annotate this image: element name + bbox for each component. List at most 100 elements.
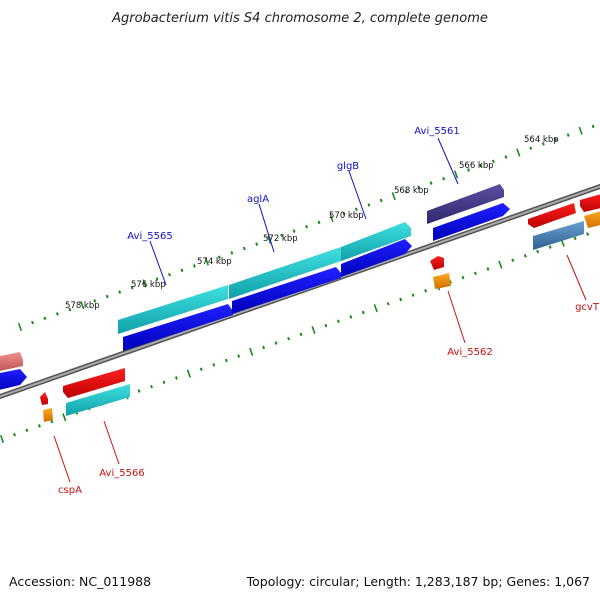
minor-tick xyxy=(280,233,284,238)
gene-avi-5565[interactable] xyxy=(118,285,228,334)
major-tick xyxy=(249,347,254,356)
gene-label-avi-5565[interactable]: Avi_5565 xyxy=(127,231,172,242)
major-tick xyxy=(62,413,67,422)
cds-avi-5561[interactable] xyxy=(433,203,510,241)
major-tick xyxy=(17,322,23,332)
gene-glgb[interactable] xyxy=(341,222,411,261)
minor-tick xyxy=(274,341,278,345)
minor-tick xyxy=(473,271,477,276)
minor-tick xyxy=(429,181,433,185)
scale-label: 572 kbp xyxy=(263,234,298,244)
cds-left-edge[interactable] xyxy=(0,369,27,391)
minor-tick xyxy=(404,190,408,194)
cds-avi-5562[interactable] xyxy=(430,256,444,270)
major-tick xyxy=(311,325,316,335)
gene-label-avi-5566[interactable]: Avi_5566 xyxy=(99,468,144,479)
minor-tick xyxy=(212,363,216,367)
minor-tick xyxy=(118,290,122,294)
major-tick xyxy=(142,279,147,288)
map-title: Agrobacterium vitis S4 chromosome 2, com… xyxy=(111,11,488,26)
minor-tick xyxy=(324,323,328,328)
minor-tick xyxy=(199,367,203,371)
minor-tick xyxy=(305,224,309,229)
minor-tick xyxy=(442,176,446,181)
minor-tick xyxy=(342,211,346,216)
cds-avi-5566[interactable] xyxy=(63,368,125,398)
gene-label-agla[interactable]: aglA xyxy=(247,194,269,205)
minor-tick xyxy=(486,267,490,271)
major-tick xyxy=(329,213,334,223)
minor-tick xyxy=(137,389,141,393)
cds-avi-5565[interactable] xyxy=(123,304,233,351)
gene-gcvt[interactable] xyxy=(533,221,584,250)
minor-tick xyxy=(31,320,34,325)
minor-tick xyxy=(37,424,41,428)
gene-agla[interactable] xyxy=(229,247,341,299)
minor-tick xyxy=(130,285,134,290)
minor-tick xyxy=(25,428,29,433)
cds-agla[interactable] xyxy=(232,267,341,314)
gene-left-edge[interactable] xyxy=(0,352,23,372)
gene-avi-5562[interactable] xyxy=(433,273,451,289)
minor-tick xyxy=(105,294,109,299)
cds-glgb[interactable] xyxy=(341,239,412,277)
minor-tick xyxy=(399,297,403,302)
major-tick xyxy=(453,170,459,179)
scale-labels: 578 kbp 576 kbp 574 kbp 572 kbp 570 kbp … xyxy=(65,135,559,311)
minor-tick xyxy=(361,310,365,315)
scale-label: 568 kbp xyxy=(394,186,429,196)
major-tick xyxy=(204,257,209,266)
minor-tick xyxy=(174,376,178,380)
minor-tick xyxy=(504,155,508,159)
major-tick xyxy=(186,369,191,378)
gene-label-cspa[interactable]: cspA xyxy=(58,485,82,496)
minor-tick xyxy=(349,315,353,319)
minor-tick xyxy=(162,380,166,385)
minor-tick xyxy=(237,354,241,358)
minor-tick xyxy=(292,229,296,233)
minor-tick xyxy=(379,198,383,203)
upper-tick-track xyxy=(17,124,595,332)
major-tick xyxy=(80,301,85,310)
minor-tick xyxy=(529,146,533,150)
minor-tick xyxy=(541,142,545,146)
scale-label: 574 kbp xyxy=(197,257,232,267)
minor-tick xyxy=(424,288,428,293)
forward-features xyxy=(0,184,510,391)
minor-tick xyxy=(13,432,16,437)
minor-tick xyxy=(255,242,259,246)
gene-cspa[interactable] xyxy=(43,408,53,422)
gene-labels: Avi_5565 aglA glgB Avi_5561 Avi_5562 gcv… xyxy=(58,126,600,496)
cds-right-edge[interactable] xyxy=(580,193,600,212)
genome-summary-text: Topology: circular; Length: 1,283,187 bp… xyxy=(246,574,590,589)
minor-tick xyxy=(287,336,291,341)
gene-avi-5561[interactable] xyxy=(427,184,504,224)
minor-tick xyxy=(317,220,321,225)
gene-avi-5566[interactable] xyxy=(66,384,130,416)
gene-label-glgb[interactable]: glgB xyxy=(337,161,359,172)
minor-tick xyxy=(417,185,421,190)
major-tick xyxy=(267,235,272,244)
gene-label-avi-5561[interactable]: Avi_5561 xyxy=(414,126,459,137)
scale-label: 566 kbp xyxy=(459,161,494,171)
cds-gcvt[interactable] xyxy=(528,203,576,228)
major-tick xyxy=(373,304,378,313)
minor-tick xyxy=(573,236,577,241)
gene-right-edge[interactable] xyxy=(584,210,600,228)
minor-tick xyxy=(93,299,97,303)
minor-tick xyxy=(50,419,54,424)
minor-tick xyxy=(411,293,415,297)
minor-tick xyxy=(336,319,340,324)
gene-label-gcvt[interactable]: gcvT xyxy=(575,302,600,313)
scale-label: 578 kbp xyxy=(65,301,100,311)
minor-tick xyxy=(224,358,228,363)
major-tick xyxy=(578,126,583,135)
scale-label: 576 kbp xyxy=(131,280,166,290)
minor-tick xyxy=(554,137,558,142)
gene-label-avi-5562[interactable]: Avi_5562 xyxy=(447,347,492,358)
minor-tick xyxy=(262,345,266,350)
minor-tick xyxy=(230,251,234,255)
major-tick xyxy=(0,434,5,444)
minor-tick xyxy=(217,255,221,259)
cds-cspa[interactable] xyxy=(40,392,48,405)
